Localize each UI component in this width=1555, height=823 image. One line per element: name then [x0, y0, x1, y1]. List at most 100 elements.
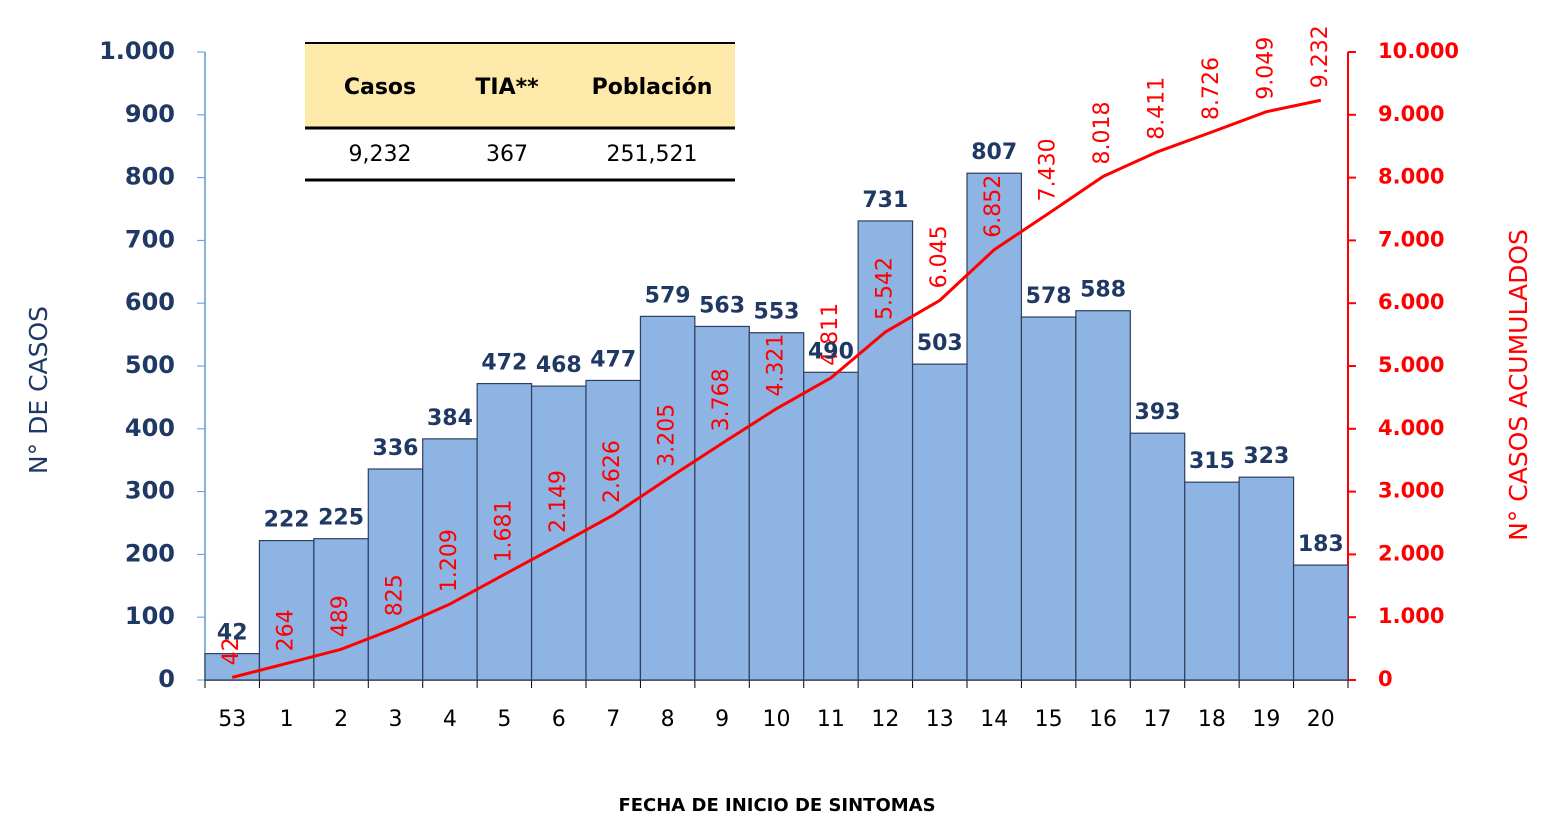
cumulative-label: 7.430: [1036, 138, 1061, 201]
bar: [422, 438, 478, 681]
bar-label: 553: [754, 300, 800, 325]
bar: [1020, 316, 1077, 681]
cumulative-label: 1.209: [437, 529, 462, 592]
table-header: Población: [592, 75, 713, 100]
cumulative-label: 4.321: [764, 334, 789, 397]
y2-tick-label: 1.000: [1378, 604, 1444, 628]
bar-label: 183: [1298, 532, 1344, 557]
cumulative-label: 6.045: [927, 225, 952, 288]
cumulative-label: 3.205: [655, 404, 680, 467]
y-axis-title: N° DE CASOS: [24, 306, 53, 474]
bar: [803, 371, 859, 681]
bar-label: 323: [1243, 444, 1289, 469]
cumulative-label: 825: [383, 574, 408, 616]
cumulative-label: 4.811: [818, 303, 843, 366]
bar: [1292, 564, 1349, 681]
table-header: TIA**: [475, 75, 539, 100]
y-tick-label: 800: [125, 163, 175, 191]
x-tick-label: 53: [218, 707, 246, 732]
y2-tick-label: 9.000: [1378, 102, 1444, 126]
bar-label: 588: [1080, 278, 1126, 303]
y2-tick-label: 8.000: [1378, 165, 1444, 189]
cumulative-label: 3.768: [709, 368, 734, 431]
x-tick-label: 17: [1144, 707, 1172, 732]
y2-tick-label: 10.000: [1378, 39, 1459, 63]
y2-tick-label: 7.000: [1378, 227, 1444, 251]
y2-axis-title: N° CASOS ACUMULADOS: [1504, 229, 1533, 541]
x-tick-label: 9: [715, 707, 729, 732]
y-tick-label: 600: [125, 288, 175, 316]
y-tick-label: 0: [158, 665, 175, 693]
bar: [966, 172, 1023, 681]
cumulative-label: 42: [219, 637, 244, 665]
bar-label: 225: [318, 506, 364, 531]
bar-label: 563: [699, 293, 745, 318]
y-tick-label: 300: [125, 477, 175, 505]
bar: [1129, 432, 1186, 681]
bar: [1184, 481, 1240, 681]
bar: [204, 653, 261, 681]
cumulative-label: 264: [274, 609, 299, 651]
x-tick-label: 4: [443, 707, 457, 732]
cumulative-label: 1.681: [491, 499, 516, 562]
cumulative-label: 9.232: [1308, 25, 1333, 88]
cumulative-label: 2.626: [600, 440, 625, 503]
bar-label: 315: [1189, 449, 1235, 474]
table-header: Casos: [344, 75, 416, 100]
bar-label: 731: [862, 188, 908, 213]
bar: [1075, 310, 1131, 681]
table-header-bg: [305, 43, 735, 128]
x-tick-label: 3: [389, 707, 403, 732]
bar-label: 578: [1026, 284, 1072, 309]
x-tick-label: 2: [334, 707, 348, 732]
bar: [367, 468, 424, 681]
y-tick-label: 700: [125, 225, 175, 253]
cumulative-label: 8.018: [1090, 101, 1115, 164]
bar-label: 336: [373, 436, 419, 461]
bar: [694, 325, 750, 681]
y2-tick-label: 2.000: [1378, 541, 1444, 565]
x-tick-label: 14: [980, 707, 1008, 732]
bar: [748, 332, 805, 681]
cumulative-line: [231, 98, 1322, 679]
x-tick-label: 13: [926, 707, 954, 732]
x-axis-title: FECHA DE INICIO DE SINTOMAS: [618, 795, 935, 816]
bar-label: 42: [217, 621, 248, 646]
x-tick-label: 12: [871, 707, 899, 732]
bar: [639, 315, 696, 681]
cumulative-label: 5.542: [872, 257, 897, 320]
x-tick-label: 15: [1035, 707, 1063, 732]
x-tick-label: 18: [1198, 707, 1226, 732]
cumulative-label: 8.411: [1145, 77, 1170, 140]
x-tick-label: 5: [497, 707, 511, 732]
y-tick-label: 1.000: [99, 37, 175, 65]
bar: [530, 385, 587, 681]
bar-label: 384: [427, 406, 473, 431]
bar-label: 222: [264, 508, 310, 533]
table-cell: 367: [486, 142, 528, 167]
x-tick-label: 6: [552, 707, 566, 732]
bar-label: 503: [917, 331, 963, 356]
y2-tick-label: 0: [1378, 667, 1393, 691]
cumulative-label: 8.726: [1199, 57, 1224, 120]
bar-label: 477: [590, 347, 636, 372]
cumulative-label: 6.852: [981, 175, 1006, 238]
x-tick-label: 19: [1252, 707, 1280, 732]
y2-tick-label: 3.000: [1378, 479, 1444, 503]
cumulative-label: 2.149: [546, 470, 571, 533]
y-tick-label: 900: [125, 100, 175, 128]
table-cell: 9,232: [349, 142, 412, 167]
bar-label: 393: [1135, 400, 1181, 425]
x-tick-label: 16: [1089, 707, 1117, 732]
bar: [585, 379, 642, 681]
x-tick-label: 8: [661, 707, 675, 732]
y2-tick-label: 5.000: [1378, 353, 1444, 377]
y2-tick-label: 4.000: [1378, 416, 1444, 440]
bar: [857, 220, 914, 681]
bar-label: 490: [808, 339, 854, 364]
y2-tick-label: 6.000: [1378, 290, 1444, 314]
x-tick-label: 20: [1307, 707, 1335, 732]
bar: [313, 538, 369, 681]
bar-label: 579: [645, 283, 691, 308]
